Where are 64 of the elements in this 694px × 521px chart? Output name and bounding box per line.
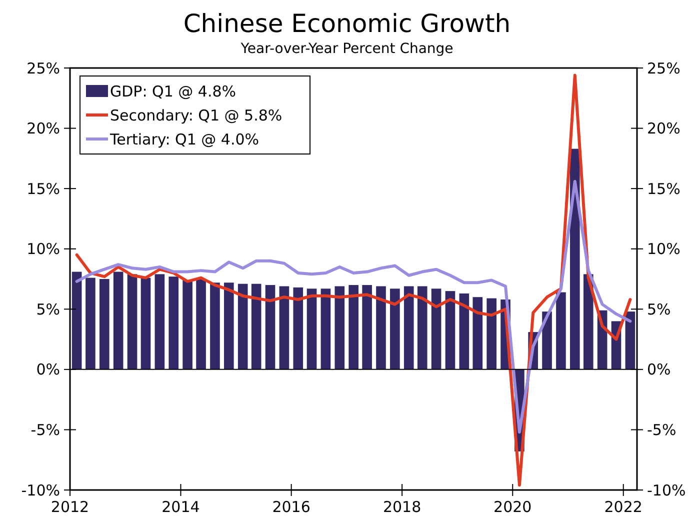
bar [542,312,552,370]
bar [182,280,192,370]
line-series [75,74,632,487]
chart-title: Chinese Economic Growth [183,9,511,38]
x-tick-label: 2022 [604,498,642,516]
bar [210,282,220,370]
bar [265,285,276,370]
bar [625,312,636,370]
bar [72,272,82,370]
bar [168,276,179,370]
x-tick-label: 2018 [382,498,422,516]
bar [417,286,428,370]
bar [390,288,400,370]
bar [472,297,483,370]
legend-label: Tertiary: Q1 @ 4.0% [109,130,260,148]
bar [99,279,110,370]
bar [376,286,386,370]
bar [486,298,496,370]
x-tick-label: 2016 [272,498,310,516]
bar [334,286,345,370]
legend-label: GDP: Q1 @ 4.8% [110,82,236,100]
line-series [75,180,632,434]
bar [86,278,96,370]
bar [279,286,290,370]
y2-tick-label: 20% [647,120,680,138]
y-tick-label: 20% [26,120,60,138]
y-tick-label: -5% [30,420,60,439]
y-tick-label: -10% [21,481,60,500]
legend-label: Secondary: Q1 @ 5.8% [110,106,282,124]
y2-tick-label: 25% [647,59,680,78]
bar [251,284,262,370]
x-tick-label: 2014 [162,498,200,516]
bar [127,274,138,370]
bar [196,279,206,370]
bar [556,292,566,370]
bar [238,284,248,370]
y2-tick-label: 0% [647,360,671,379]
y-tick-label: 15% [26,180,60,198]
y2-tick-label: 10% [647,240,680,258]
y-tick-label: 5% [36,300,60,318]
y2-tick-label: -5% [647,420,676,439]
y2-tick-label: 15% [647,180,680,198]
bar [306,288,317,370]
bar [154,274,165,370]
bar [459,293,470,370]
bar [348,285,358,370]
bar [445,291,456,370]
chart-subtitle: Year-over-Year Percent Change [240,41,454,57]
bar [113,272,124,370]
bar [362,285,372,370]
x-tick-label: 2012 [50,498,90,516]
bar [404,286,414,370]
bar [583,274,594,370]
x-tick-label: 2020 [494,498,532,516]
bar [140,278,151,370]
bar [320,288,331,370]
y-tick-label: 0% [36,360,60,379]
y-tick-label: 10% [26,240,60,258]
y2-tick-label: 5% [647,300,671,318]
bar [293,287,304,370]
y-tick-label: 25% [26,59,60,78]
bar [431,288,442,370]
bar [224,282,234,370]
y2-tick-label: -10% [647,481,686,500]
